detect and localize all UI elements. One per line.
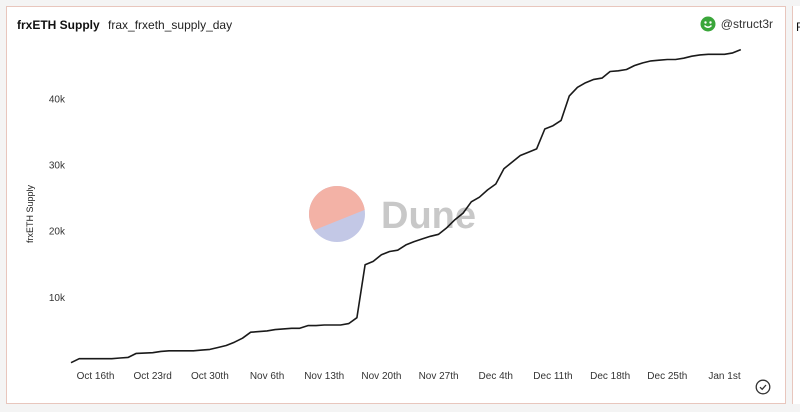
y-tick-label: 40k (49, 94, 66, 105)
series-line (70, 48, 742, 364)
x-tick-label: Oct 23rd (134, 371, 172, 382)
x-tick-label: Dec 18th (590, 371, 630, 382)
watermark-text: Dune (381, 195, 476, 237)
author-avatar-icon (700, 16, 716, 32)
check-circle-icon[interactable] (755, 379, 771, 395)
x-tick-label: Nov 13th (304, 371, 344, 382)
x-tick-label: Oct 16th (77, 371, 115, 382)
chart-card: frxETH Supply frax_frxeth_supply_day @st… (6, 6, 786, 404)
line-chart: Dune frxETH Supply 10k 20k 30k 40k Oct 16th… (25, 48, 742, 382)
x-tick-label: Jan 1st (708, 371, 740, 382)
x-axis: Oct 16th Oct 23rd Oct 30th Nov 6th Nov 13th N… (77, 371, 741, 382)
dune-logo-icon (309, 186, 365, 242)
y-axis-label: frxETH Supply (25, 184, 35, 243)
y-tick-label: 10k (49, 293, 66, 304)
x-tick-label: Dec 4th (479, 371, 513, 382)
watermark: Dune (309, 186, 476, 242)
author-link[interactable]: @struct3r (700, 15, 773, 33)
x-tick-label: Nov 6th (250, 371, 284, 382)
y-tick-label: 30k (49, 160, 66, 171)
y-tick-label: 20k (49, 227, 66, 238)
x-tick-label: Oct 30th (191, 371, 229, 382)
author-name: @struct3r (720, 17, 773, 31)
x-tick-label: Dec 11th (533, 371, 572, 382)
next-card: F (792, 6, 800, 404)
x-tick-label: Dec 25th (647, 371, 687, 382)
query-name[interactable]: frax_frxeth_supply_day (108, 18, 233, 32)
next-card-title: F (796, 20, 800, 34)
x-tick-label: Nov 20th (361, 371, 401, 382)
chart-title: frxETH Supply (17, 18, 100, 32)
chart-header: frxETH Supply frax_frxeth_supply_day (17, 18, 232, 32)
x-tick-label: Nov 27th (419, 371, 459, 382)
y-axis: 10k 20k 30k 40k (49, 94, 66, 304)
